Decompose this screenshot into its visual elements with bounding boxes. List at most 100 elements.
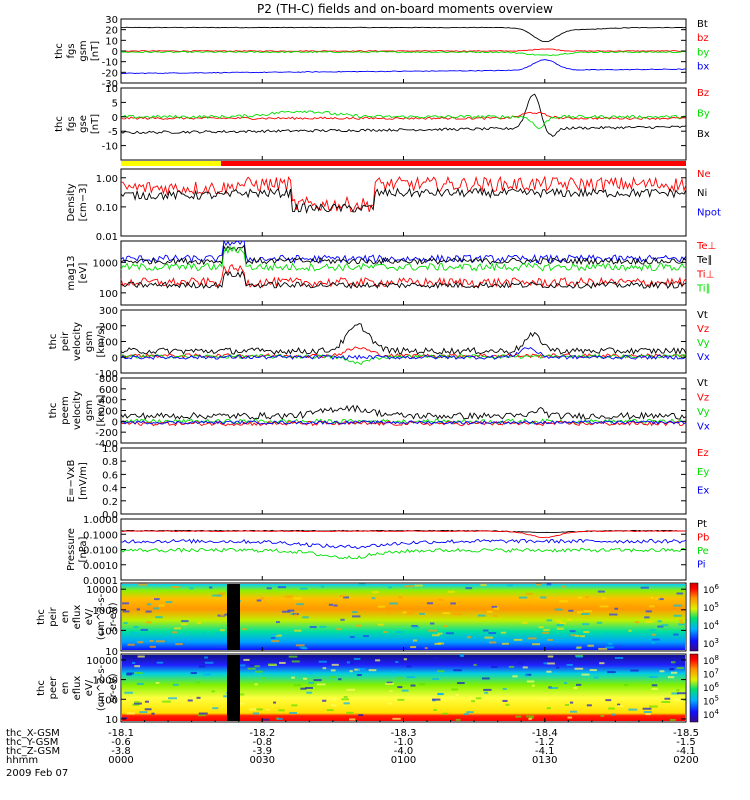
spectrogram-pixel bbox=[575, 683, 582, 686]
spectrogram-image bbox=[122, 584, 685, 650]
spectrogram-pixel bbox=[607, 671, 616, 674]
spectrogram-pixel bbox=[526, 715, 535, 718]
y-tick-label: 1.0 bbox=[102, 444, 118, 455]
panel-ylabel: gsm bbox=[84, 331, 95, 352]
spectrogram-pixel bbox=[535, 583, 542, 586]
spectrogram-pixel bbox=[502, 687, 507, 690]
spectrogram-pixel bbox=[316, 683, 326, 686]
spectrogram-pixel bbox=[139, 711, 148, 714]
spectrogram-pixel bbox=[518, 596, 528, 599]
spectrogram-pixel bbox=[645, 713, 651, 716]
spectrogram-pixel bbox=[581, 613, 590, 616]
y-tick-label: 1.00 bbox=[96, 174, 118, 185]
spectrogram-pixel bbox=[279, 661, 286, 664]
spectrogram-pixel bbox=[542, 631, 550, 634]
y-tick-label: 300 bbox=[99, 306, 118, 317]
spectrogram-pixel bbox=[247, 667, 256, 670]
spectrogram-pixel bbox=[197, 714, 207, 717]
spectrogram-pixel bbox=[220, 613, 225, 616]
spectrogram-pixel bbox=[397, 698, 405, 701]
spectrogram-pixel bbox=[303, 677, 308, 680]
spectrogram-pixel bbox=[566, 663, 573, 666]
spectrogram-pixel bbox=[288, 655, 298, 658]
spectrogram-pixel bbox=[410, 646, 417, 649]
spectrogram-pixel bbox=[651, 687, 659, 690]
y-tick-label: 600 bbox=[99, 385, 118, 396]
spectrogram-pixel bbox=[614, 607, 619, 610]
spectrogram-pixel bbox=[529, 716, 534, 719]
spectrogram-pixel bbox=[556, 666, 560, 669]
spectrogram-pixel bbox=[406, 676, 416, 679]
panel-ylabel: peem bbox=[60, 396, 71, 424]
spectrogram-pixel bbox=[669, 668, 675, 671]
spectrogram-pixel bbox=[368, 669, 377, 672]
spectrogram-pixel bbox=[522, 666, 528, 669]
spectrogram-pixel bbox=[608, 707, 615, 710]
panel-ylabel: fgs bbox=[66, 43, 77, 58]
spectrogram-pixel bbox=[131, 632, 139, 635]
series-line-3 bbox=[120, 420, 687, 425]
spectrogram-pixel bbox=[343, 696, 348, 699]
y-tick-label: 0.0001 bbox=[83, 576, 118, 587]
spectrogram-pixel bbox=[673, 614, 682, 617]
spectrogram-pixel bbox=[679, 619, 684, 622]
spectrogram-pixel bbox=[576, 611, 583, 614]
spectrogram-pixel bbox=[249, 708, 258, 711]
spectrogram-pixel bbox=[450, 602, 456, 605]
spectrogram-pixel bbox=[363, 635, 369, 638]
spectrogram-pixel bbox=[459, 654, 464, 657]
spectrogram-pixel bbox=[276, 717, 283, 720]
spectrogram-pixel bbox=[649, 705, 658, 708]
spectrogram-pixel bbox=[403, 658, 407, 661]
spectrogram-pixel bbox=[675, 663, 685, 666]
spectrogram-pixel bbox=[466, 636, 472, 639]
series-line-2 bbox=[120, 538, 687, 549]
spectrogram-pixel bbox=[617, 703, 621, 706]
data-gap bbox=[227, 655, 240, 721]
colorbar bbox=[689, 653, 699, 723]
panel-ylabel: [nT] bbox=[90, 114, 101, 134]
spectrogram-pixel bbox=[218, 592, 226, 595]
x-tick-label: -0.6 bbox=[111, 737, 131, 748]
spectrogram-pixel bbox=[477, 614, 486, 617]
spectrogram-pixel bbox=[136, 682, 144, 685]
spectrogram-pixel bbox=[270, 636, 276, 639]
spectrogram-pixel bbox=[216, 632, 220, 635]
legend-entry: Vx bbox=[697, 352, 710, 363]
panel-ylabel: thc bbox=[48, 334, 59, 350]
panel-ylabel: peer bbox=[48, 676, 59, 700]
spectrogram-pixel bbox=[547, 662, 555, 665]
spectrogram-pixel bbox=[518, 662, 523, 665]
spectrogram-pixel bbox=[465, 587, 473, 590]
spectrogram-pixel bbox=[126, 712, 135, 715]
spectrogram-pixel bbox=[483, 688, 492, 691]
colorbar-label: 104 bbox=[703, 619, 719, 632]
spectrogram-pixel bbox=[525, 604, 532, 607]
spectrogram-pixel bbox=[358, 714, 364, 717]
spectrogram-pixel bbox=[556, 624, 564, 627]
spectrogram-pixel bbox=[389, 690, 393, 693]
spectrogram-pixel bbox=[645, 610, 652, 613]
spectrogram-pixel bbox=[523, 606, 529, 609]
y-tick-label: -10 bbox=[102, 58, 118, 69]
panel-ylabel: fgs bbox=[66, 116, 77, 131]
panel-ylabel: eV/ bbox=[84, 608, 95, 625]
series-line-1 bbox=[120, 244, 687, 266]
spectrogram-pixel bbox=[287, 609, 295, 612]
spectrogram-pixel bbox=[634, 621, 640, 624]
spectrogram-pixel bbox=[401, 689, 409, 692]
spectrogram-pixel bbox=[385, 682, 394, 685]
y-tick-label: 0.2 bbox=[102, 497, 118, 508]
spectrogram-pixel bbox=[628, 629, 632, 632]
spectrogram-pixel bbox=[460, 655, 464, 658]
spectrogram-pixel bbox=[483, 629, 489, 632]
spectrogram-pixel bbox=[155, 616, 163, 619]
spectrogram-pixel bbox=[641, 645, 646, 648]
spectrogram-pixel bbox=[673, 604, 683, 607]
spectrogram-pixel bbox=[414, 584, 423, 587]
panel-ylabel: peir bbox=[48, 606, 59, 626]
spectrogram-pixel bbox=[449, 696, 456, 699]
y-tick-label: 0.10 bbox=[96, 203, 118, 214]
legend-entry: Bt bbox=[697, 19, 708, 30]
